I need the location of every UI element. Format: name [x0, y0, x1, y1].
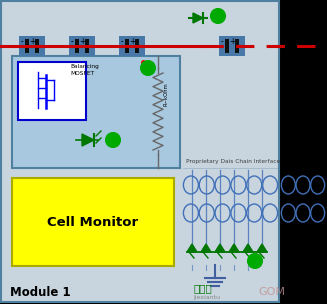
Bar: [18, 62, 86, 120]
Bar: [12, 178, 174, 266]
Circle shape: [211, 9, 225, 23]
Circle shape: [141, 61, 155, 75]
Text: -: -: [71, 37, 74, 46]
Polygon shape: [82, 134, 94, 146]
Text: +: +: [129, 37, 135, 46]
Text: MOSFET: MOSFET: [70, 71, 94, 76]
Bar: [125, 39, 129, 53]
Circle shape: [248, 254, 262, 268]
Text: 接线图: 接线图: [193, 283, 212, 293]
Text: R~kOhm: R~kOhm: [163, 82, 168, 106]
Text: 2: 2: [110, 136, 116, 144]
Text: Balancing: Balancing: [70, 64, 99, 69]
Polygon shape: [257, 244, 267, 252]
Text: 4: 4: [215, 12, 221, 20]
Text: +: +: [79, 37, 85, 46]
Polygon shape: [201, 244, 211, 252]
Text: jiexiantu: jiexiantu: [193, 295, 220, 300]
Text: -: -: [121, 37, 124, 46]
Text: GOM: GOM: [258, 287, 285, 297]
Text: -: -: [221, 37, 224, 46]
Text: Module 1: Module 1: [10, 286, 71, 299]
Text: +: +: [29, 37, 35, 46]
Bar: [35, 39, 39, 53]
Bar: [235, 39, 239, 53]
Polygon shape: [215, 244, 225, 252]
Bar: [25, 39, 29, 53]
Bar: [225, 39, 229, 53]
Bar: [75, 39, 79, 53]
Polygon shape: [193, 13, 203, 23]
Bar: [1, 1, 279, 302]
Bar: [85, 39, 89, 53]
Bar: [12, 56, 180, 168]
Polygon shape: [187, 244, 197, 252]
Bar: [19, 36, 45, 56]
Bar: [119, 36, 145, 56]
Polygon shape: [229, 244, 239, 252]
Text: Proprietary Dais Chain Interface: Proprietary Dais Chain Interface: [186, 159, 280, 164]
Bar: [219, 36, 245, 56]
Text: -: -: [21, 37, 24, 46]
Polygon shape: [243, 244, 253, 252]
Text: 1: 1: [145, 64, 151, 72]
Bar: [69, 36, 95, 56]
Circle shape: [106, 133, 120, 147]
Text: +: +: [229, 37, 235, 46]
Text: 3: 3: [252, 257, 258, 265]
Text: Cell Monitor: Cell Monitor: [47, 216, 139, 229]
Bar: [135, 39, 139, 53]
